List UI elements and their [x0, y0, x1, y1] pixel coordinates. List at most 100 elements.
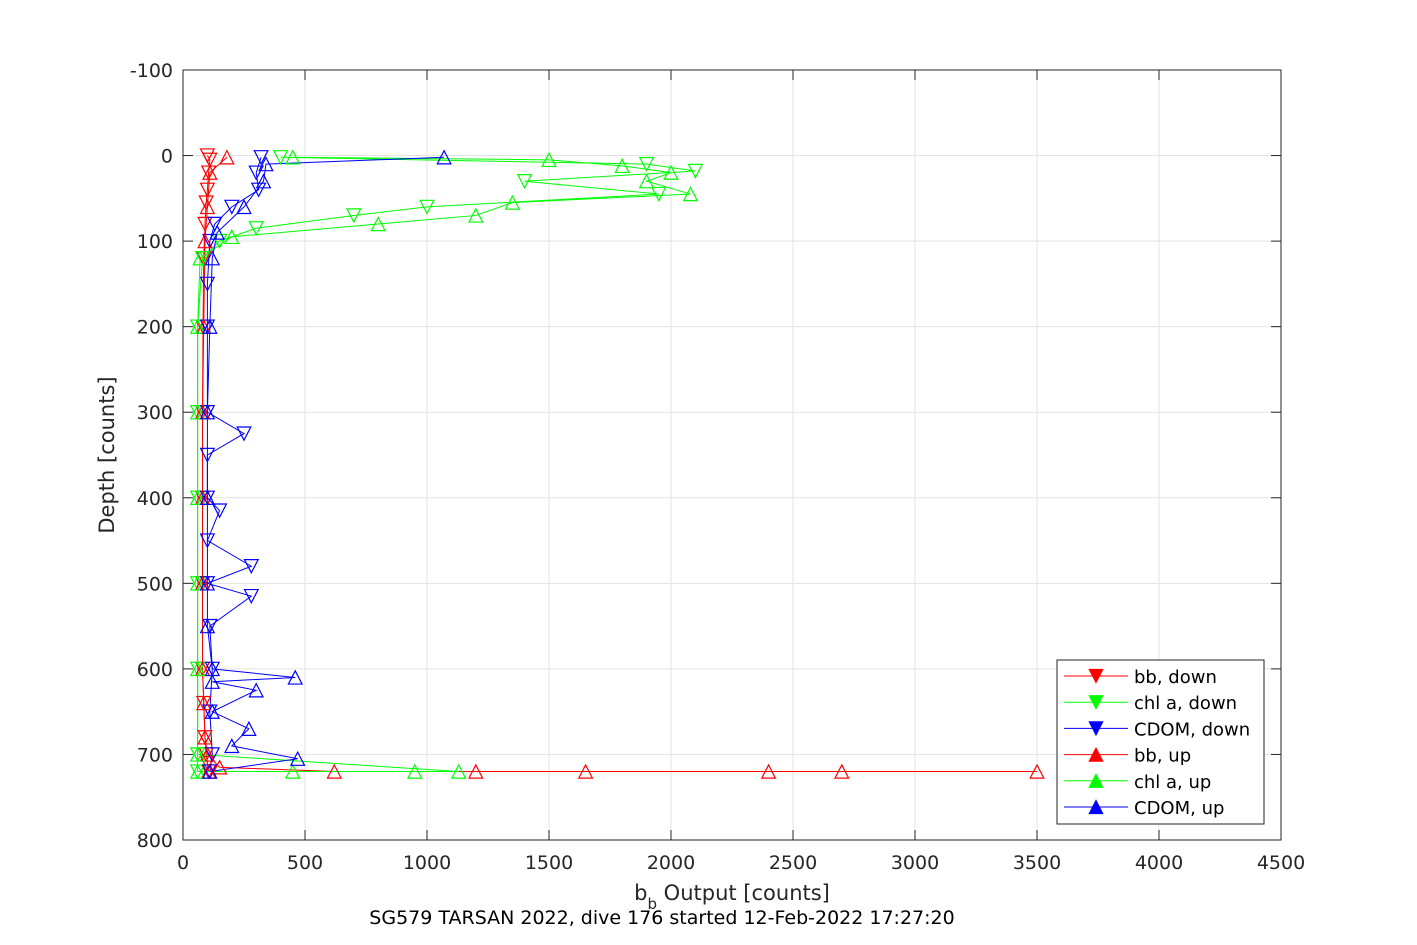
y-axis-ticks: -100 0 100 200 300 400 500 600 700 800	[130, 60, 1281, 852]
data-point-cdom-up	[241, 720, 257, 736]
data-point-bb-up	[577, 763, 594, 779]
data-point-cdom-down	[199, 276, 216, 292]
data-point-chl-a-down	[211, 233, 228, 250]
x-tick-label: 2500	[769, 852, 817, 874]
x-axis-label: bb Output [counts]	[634, 881, 830, 913]
data-point-cdom-up	[204, 660, 221, 677]
y-axis-label: Depth [counts]	[95, 376, 119, 533]
data-point-cdom-down	[236, 426, 252, 442]
data-point-chl-a-up	[284, 763, 301, 779]
data-point-cdom-up	[204, 250, 221, 266]
data-point-chl-a-down	[194, 251, 211, 267]
data-point-bb-up	[467, 763, 484, 779]
data-point-bb-up	[833, 763, 850, 779]
data-point-bb-up	[219, 149, 235, 165]
data-point-chl-a-down	[650, 186, 667, 202]
data-point-bb-up	[197, 233, 213, 249]
legend-marker-icon	[1088, 668, 1104, 684]
data-point-bb-up	[202, 164, 218, 180]
data-point-cdom-down	[202, 618, 218, 635]
data-point-cdom-up	[199, 404, 216, 420]
data-point-cdom-up	[204, 673, 221, 689]
y-tick-label: 200	[137, 317, 173, 339]
data-point-bb-down	[199, 182, 216, 198]
data-point-chl-a-up	[682, 186, 699, 202]
data-point-cdom-down	[202, 704, 218, 720]
data-point-bb-down	[202, 152, 218, 168]
data-point-chl-a-down	[272, 150, 289, 166]
data-point-cdom-up	[287, 669, 304, 685]
data-point-chl-a-up	[638, 173, 655, 189]
data-point-bb-up	[326, 763, 343, 779]
data-point-chl-a-down	[638, 156, 655, 173]
data-point-cdom-down	[199, 447, 216, 463]
y-tick-label: 500	[137, 573, 173, 595]
data-point-cdom-up	[223, 737, 240, 754]
series-line-cdom-up	[206, 156, 445, 773]
data-point-cdom-up	[255, 173, 272, 189]
x-tick-label: 3000	[891, 852, 939, 874]
data-point-chl-a-up	[189, 404, 206, 420]
data-point-chl-a-down	[345, 208, 362, 224]
data-point-cdom-down	[211, 503, 228, 519]
data-point-bb-down	[199, 755, 216, 771]
data-point-bb-up	[1029, 763, 1045, 779]
data-point-bb-down	[198, 195, 214, 211]
legend-marker-icon	[1088, 695, 1104, 710]
data-point-chl-a-up	[192, 250, 208, 266]
legend-item-cdom-up[interactable]: CDOM, up	[1064, 798, 1224, 819]
data-point-chl-a-up	[223, 228, 240, 245]
data-point-cdom-up	[258, 156, 274, 172]
x-tick-label: 4000	[1135, 852, 1183, 874]
legend-item-bb-down[interactable]: bb, down	[1064, 667, 1217, 688]
data-point-cdom-up	[236, 198, 252, 215]
data-point-bb-up	[195, 695, 212, 711]
legend-marker-icon	[1088, 721, 1104, 737]
data-point-cdom-up	[248, 682, 265, 698]
data-point-chl-a-down	[248, 221, 265, 237]
data-point-bb-up	[211, 759, 228, 775]
data-point-chl-a-up	[504, 194, 521, 210]
data-point-cdom-down	[206, 216, 223, 232]
data-point-chl-a-up	[663, 164, 679, 180]
chart-caption: SG579 TARSAN 2022, dive 176 started 12-F…	[369, 907, 954, 929]
y-tick-label: 100	[137, 231, 173, 253]
axes-box	[182, 69, 1282, 841]
legend-box	[1056, 659, 1265, 825]
data-point-chl-a-up	[541, 151, 557, 168]
x-tick-label: 2000	[647, 852, 695, 874]
data-point-cdom-down	[202, 233, 218, 250]
legend-item-bb-up[interactable]: bb, up	[1064, 746, 1191, 767]
x-tick-label: 3500	[1013, 852, 1061, 874]
series-markers	[189, 148, 1045, 780]
legend-item-chl-a-up[interactable]: chl a, up	[1064, 772, 1211, 793]
legend-marker-icon	[1088, 799, 1104, 815]
legend-marker-icon	[1088, 746, 1104, 762]
data-point-chl-a-up	[370, 216, 387, 232]
x-tick-label: 0	[177, 852, 189, 874]
legend-item-chl-a-down[interactable]: chl a, down	[1064, 693, 1237, 714]
data-point-chl-a-down	[516, 174, 533, 190]
data-point-chl-a-up	[467, 207, 484, 223]
data-point-cdom-up	[436, 149, 452, 165]
y-tick-label: -100	[130, 60, 173, 82]
data-point-bb-up	[199, 746, 216, 762]
legend-label: CDOM, up	[1134, 798, 1224, 819]
x-tick-label: 500	[287, 852, 323, 874]
data-point-cdom-up	[204, 703, 221, 719]
y-tick-label: 800	[137, 830, 173, 852]
data-point-chl-a-down	[419, 199, 435, 215]
y-tick-label: 700	[137, 744, 173, 766]
legend-label: chl a, up	[1134, 772, 1211, 793]
data-point-cdom-up	[199, 489, 216, 505]
data-point-cdom-up	[199, 575, 216, 591]
data-point-cdom-down	[199, 533, 216, 549]
data-point-cdom-up	[202, 763, 218, 779]
legend[interactable]: bb, down chl a, down CDOM, down bb, up chl a…	[1056, 659, 1265, 825]
data-point-bb-up	[197, 729, 213, 745]
data-point-cdom-up	[202, 318, 218, 334]
legend-item-cdom-down[interactable]: CDOM, down	[1064, 719, 1250, 740]
data-point-bb-up	[199, 198, 216, 215]
legend-label: bb, up	[1134, 746, 1191, 767]
